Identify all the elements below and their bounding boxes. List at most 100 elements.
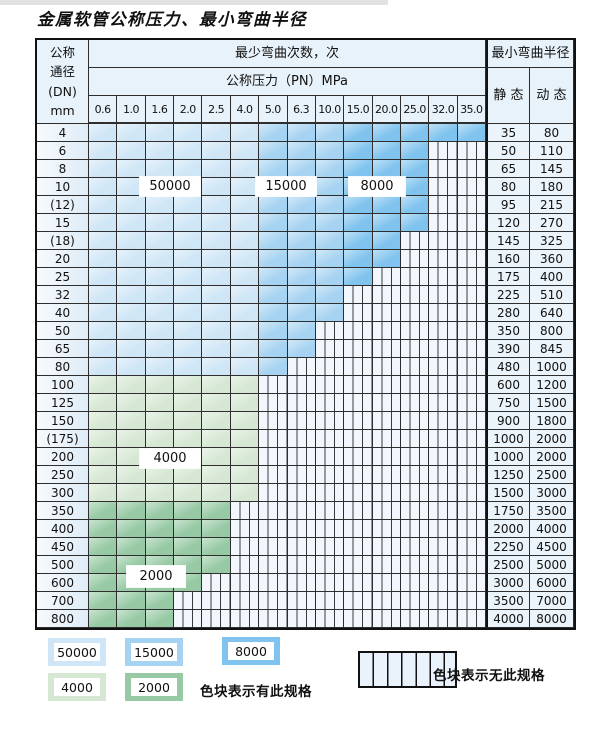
cell-200-2.5: [202, 448, 231, 466]
cell-8-2.5: [202, 160, 231, 178]
cell-350-5.0: [259, 502, 288, 520]
cell-65-2.5: [202, 340, 231, 358]
dynamic-40: 640: [530, 304, 574, 322]
cell-200-15.0: [344, 448, 373, 466]
cell-(175)-10.0: [315, 430, 345, 448]
cell-4-1.0: [117, 124, 146, 142]
cell-40-10.0: [315, 304, 345, 322]
cell-32-1.6: [145, 286, 175, 304]
cell-150-2.0: [174, 412, 203, 430]
cell-6-0.6: [89, 142, 118, 160]
cell-200-4.0: [230, 448, 260, 466]
legend-swatch-2000: 2000: [125, 673, 183, 701]
dynamic-(12): 215: [530, 196, 574, 214]
static-(12): 95: [486, 196, 530, 214]
header-pn-35.0: 35.0: [457, 96, 486, 124]
cell-400-10.0: [315, 520, 345, 538]
cell-700-10.0: [315, 592, 345, 610]
cell-(12)-4.0: [230, 196, 260, 214]
cell-450-15.0: [344, 538, 373, 556]
dn-200: 200: [37, 448, 89, 466]
cell-32-32.0: [429, 286, 458, 304]
cell-(175)-1.6: [145, 430, 175, 448]
cell-500-20.0: [372, 556, 401, 574]
cell-4-5.0: [259, 124, 288, 142]
dynamic-15: 270: [530, 214, 574, 232]
cell-(175)-6.3: [287, 430, 316, 448]
cell-125-0.6: [89, 394, 118, 412]
cell-10-2.5: [202, 178, 231, 196]
cell-600-5.0: [259, 574, 288, 592]
cell-(12)-1.0: [117, 196, 146, 214]
cell-20-10.0: [315, 250, 345, 268]
cell-150-15.0: [344, 412, 373, 430]
cell-25-2.5: [202, 268, 231, 286]
cell-15-1.6: [145, 214, 175, 232]
cell-32-2.5: [202, 286, 231, 304]
cell-450-25.0: [400, 538, 430, 556]
cell-8-5.0: [259, 160, 288, 178]
cell-(18)-2.5: [202, 232, 231, 250]
cell-25-2.0: [174, 268, 203, 286]
cell-32-25.0: [400, 286, 430, 304]
cell-6-32.0: [429, 142, 458, 160]
cell-450-10.0: [315, 538, 345, 556]
cell-700-1.0: [117, 592, 146, 610]
cell-600-6.3: [287, 574, 316, 592]
cell-(12)-0.6: [89, 196, 118, 214]
cell-32-2.0: [174, 286, 203, 304]
cell-800-4.0: [230, 610, 260, 628]
zone-label-4000: 4000: [140, 449, 200, 468]
cell-125-20.0: [372, 394, 401, 412]
cell-65-25.0: [400, 340, 430, 358]
cell-8-10.0: [315, 160, 345, 178]
cell-700-15.0: [344, 592, 373, 610]
static-400: 2000: [486, 520, 530, 538]
zone-label-2000: 2000: [127, 566, 185, 587]
cell-80-20.0: [372, 358, 401, 376]
cell-80-6.3: [287, 358, 316, 376]
header-pn-25.0: 25.0: [400, 96, 430, 124]
cell-65-32.0: [429, 340, 458, 358]
cell-800-10.0: [315, 610, 345, 628]
cell-500-15.0: [344, 556, 373, 574]
cell-250-2.0: [174, 466, 203, 484]
cell-250-15.0: [344, 466, 373, 484]
cell-20-25.0: [400, 250, 430, 268]
cell-250-5.0: [259, 466, 288, 484]
cell-700-2.0: [174, 592, 203, 610]
cell-800-1.6: [145, 610, 175, 628]
spec-table-grid: 公称 通径 (DN) mm 最少弯曲次数，次 最小弯曲半径 公称压力（PN）MPa 静 …: [35, 38, 576, 630]
cell-250-32.0: [429, 466, 458, 484]
cell-450-32.0: [429, 538, 458, 556]
dynamic-400: 4000: [530, 520, 574, 538]
static-250: 1250: [486, 466, 530, 484]
cell-25-15.0: [344, 268, 373, 286]
dn-400: 400: [37, 520, 89, 538]
cell-15-15.0: [344, 214, 373, 232]
header-pn-20.0: 20.0: [372, 96, 401, 124]
dynamic-10: 180: [530, 178, 574, 196]
static-800: 4000: [486, 610, 530, 628]
cell-(18)-32.0: [429, 232, 458, 250]
cell-(18)-0.6: [89, 232, 118, 250]
cell-(175)-2.5: [202, 430, 231, 448]
cell-400-6.3: [287, 520, 316, 538]
static-(18): 145: [486, 232, 530, 250]
cell-8-0.6: [89, 160, 118, 178]
cell-80-32.0: [429, 358, 458, 376]
cell-15-2.5: [202, 214, 231, 232]
cell-25-0.6: [89, 268, 118, 286]
dynamic-450: 4500: [530, 538, 574, 556]
dynamic-8: 145: [530, 160, 574, 178]
static-600: 3000: [486, 574, 530, 592]
header-pn-15.0: 15.0: [344, 96, 373, 124]
cell-40-2.0: [174, 304, 203, 322]
dynamic-(18): 325: [530, 232, 574, 250]
cell-250-0.6: [89, 466, 118, 484]
cell-250-25.0: [400, 466, 430, 484]
cell-(12)-2.0: [174, 196, 203, 214]
cell-125-1.6: [145, 394, 175, 412]
cell-800-5.0: [259, 610, 288, 628]
